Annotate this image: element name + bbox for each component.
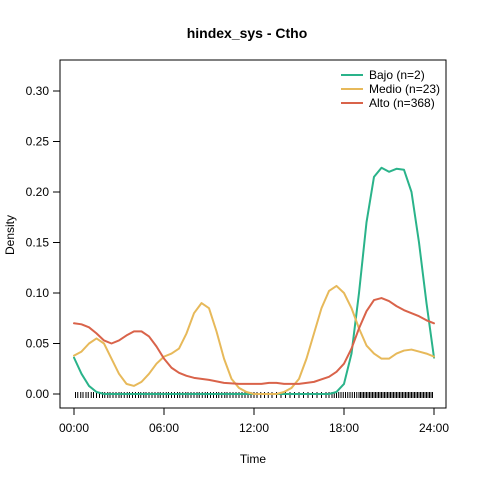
y-tick-label: 0.30 xyxy=(26,84,50,98)
series-lines xyxy=(73,166,435,395)
y-axis: 0.00 0.05 0.10 0.15 0.20 0.25 0.30 xyxy=(26,84,61,401)
legend-label: Bajo (n=2) xyxy=(369,68,425,82)
y-tick-label: 0.00 xyxy=(26,387,50,401)
x-tick-label: 06:00 xyxy=(149,421,179,435)
x-axis: 00:00 06:00 12:00 18:00 24:00 xyxy=(59,407,449,435)
y-tick-label: 0.15 xyxy=(26,236,50,250)
legend-label: Medio (n=23) xyxy=(369,82,440,96)
series-line xyxy=(73,297,435,385)
x-tick-label: 18:00 xyxy=(329,421,359,435)
y-tick-label: 0.25 xyxy=(26,135,50,149)
x-tick-label: 12:00 xyxy=(239,421,269,435)
y-axis-label: Density xyxy=(3,215,17,255)
y-tick-label: 0.20 xyxy=(26,185,50,199)
x-tick-label: 24:00 xyxy=(419,421,449,435)
y-tick-label: 0.05 xyxy=(26,337,50,351)
legend-label: Alto (n=368) xyxy=(369,96,435,110)
x-tick-label: 00:00 xyxy=(59,421,89,435)
y-tick-label: 0.10 xyxy=(26,286,50,300)
series-line xyxy=(73,166,435,395)
chart-title: hindex_sys - Ctho xyxy=(187,25,308,41)
legend: Bajo (n=2)Medio (n=23)Alto (n=368) xyxy=(341,68,440,110)
plot-frame xyxy=(59,59,447,409)
x-axis-label: Time xyxy=(240,452,267,466)
series-line xyxy=(73,284,435,395)
